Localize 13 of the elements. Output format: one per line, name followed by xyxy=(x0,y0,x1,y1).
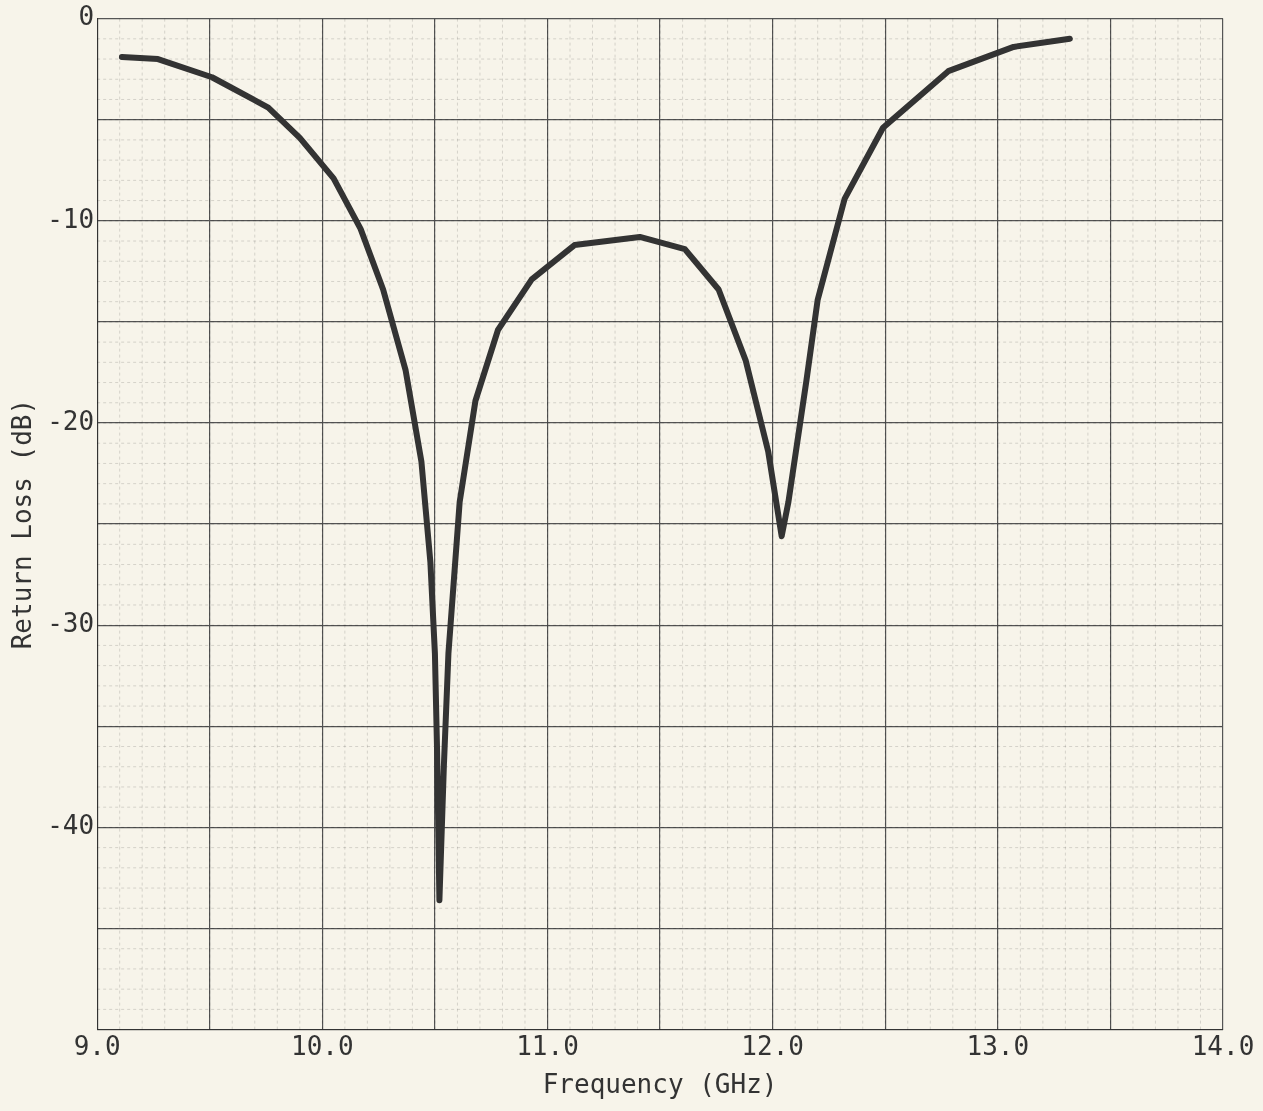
x-tick-label: 10.0 xyxy=(291,1030,354,1061)
x-tick-label: 14.0 xyxy=(1191,1030,1255,1061)
y-tick-label: -40 xyxy=(47,810,95,841)
y-axis-title: Return Loss (dB) xyxy=(7,398,38,650)
y-tick-label: -10 xyxy=(47,203,95,234)
y-tick-label: -30 xyxy=(47,607,95,638)
y-tick-label: -20 xyxy=(47,405,95,436)
x-tick-label: 13.0 xyxy=(966,1030,1030,1061)
x-tick-label: 11.0 xyxy=(516,1030,579,1061)
x-tick-label: 9.0 xyxy=(73,1030,121,1061)
y-tick-label: 0 xyxy=(78,1,95,32)
x-tick-label: 12.0 xyxy=(741,1030,804,1061)
x-axis-title: Frequency (GHz) xyxy=(542,1069,778,1100)
